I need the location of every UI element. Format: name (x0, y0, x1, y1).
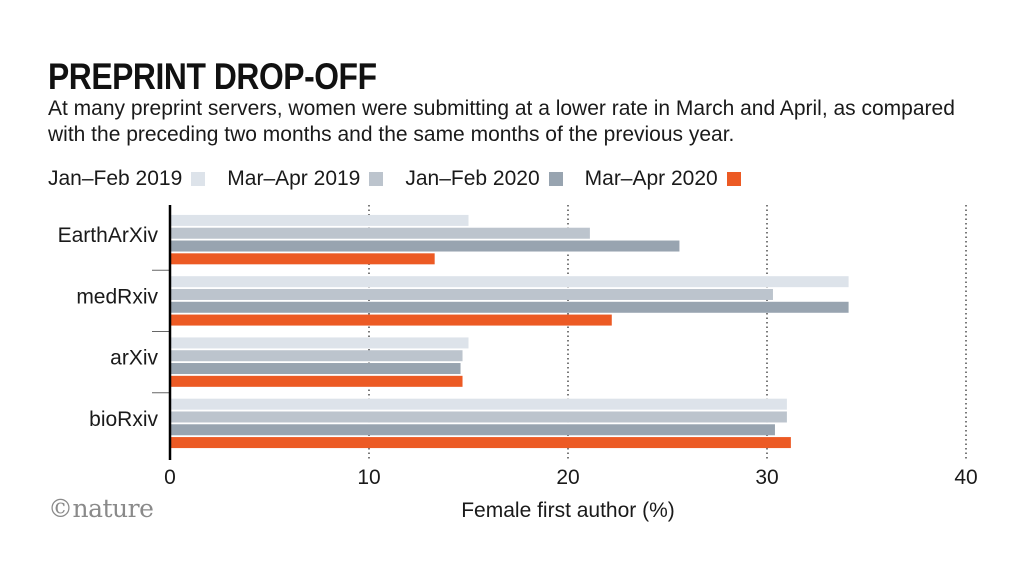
bar (170, 337, 469, 349)
bar (170, 350, 463, 362)
nature-logo: ©nature (48, 494, 154, 523)
legend: Jan–Feb 2019 Mar–Apr 2019 Jan–Feb 2020 M… (48, 166, 763, 192)
legend-swatch (548, 172, 563, 186)
bar (170, 288, 773, 300)
category-label: bioRxiv (89, 408, 158, 431)
x-tick-label: 10 (357, 466, 380, 489)
bar (170, 398, 787, 410)
chart-title: PREPRINT DROP-OFF (48, 56, 377, 97)
x-axis-label: Female first author (%) (461, 499, 675, 522)
x-tick-label: 30 (755, 466, 778, 489)
category-label: arXiv (110, 347, 158, 370)
bar (170, 424, 775, 436)
legend-label: Jan–Feb 2020 (405, 167, 540, 190)
bar (170, 411, 787, 423)
bar (170, 314, 612, 326)
bar (170, 301, 849, 313)
legend-item-mar-apr-2020: Mar–Apr 2020 (585, 167, 741, 191)
bar (170, 253, 435, 265)
category-label: EarthArXiv (58, 224, 159, 247)
legend-swatch (191, 172, 206, 186)
legend-swatch (726, 172, 741, 186)
x-tick-label: 0 (164, 466, 176, 489)
chart-subtitle: At many preprint servers, women were sub… (48, 97, 955, 146)
bar (170, 214, 469, 226)
legend-item-jan-feb-2019: Jan–Feb 2019 (48, 167, 206, 191)
bar (170, 437, 791, 449)
legend-label: Mar–Apr 2020 (584, 167, 718, 190)
bar (170, 227, 590, 239)
x-tick-label: 20 (556, 466, 579, 489)
bar (170, 276, 849, 288)
legend-swatch (369, 172, 384, 186)
bar (170, 363, 461, 375)
bar (170, 375, 463, 387)
legend-item-mar-apr-2019: Mar–Apr 2019 (227, 167, 384, 191)
x-tick-label: 40 (954, 466, 977, 489)
category-label: medRxiv (76, 285, 158, 308)
bar (170, 240, 680, 252)
legend-item-jan-feb-2020: Jan–Feb 2020 (405, 167, 563, 191)
legend-label: Mar–Apr 2019 (227, 167, 361, 190)
legend-label: Jan–Feb 2019 (48, 167, 183, 190)
